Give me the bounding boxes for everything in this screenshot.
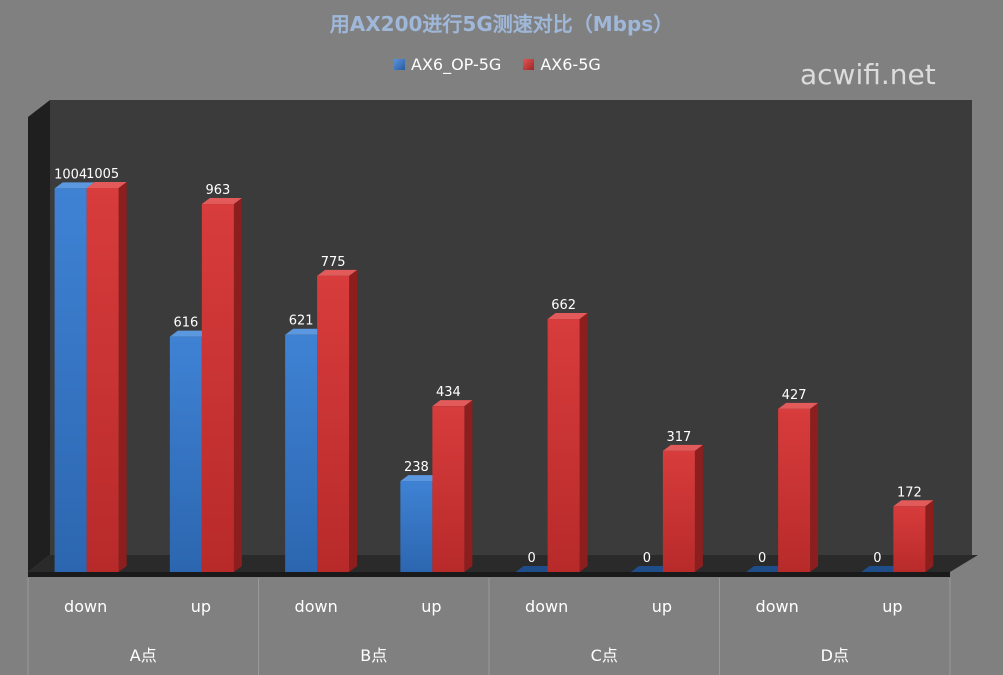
data-label-ax6-op-5g-4: 0 xyxy=(527,551,535,566)
data-label-ax6-5g-3: 434 xyxy=(436,385,461,400)
data-label-ax6-op-5g-7: 0 xyxy=(873,551,881,566)
legend-label-series-2: AX6-5G xyxy=(540,54,601,74)
x-tick-label-6: down xyxy=(756,597,799,616)
x-tick-label-3: up xyxy=(421,597,441,616)
legend-item-series-1: AX6_OP-5G xyxy=(394,55,501,74)
data-label-ax6-op-5g-1: 616 xyxy=(173,316,198,331)
data-label-ax6-5g-0: 1005 xyxy=(86,167,119,182)
watermark: acwifi.net xyxy=(800,58,936,91)
chart-title: 用AX200进行5G测速对比（Mbps） xyxy=(329,12,674,36)
bar-ax6-op-5g-5 xyxy=(630,566,671,572)
data-label-ax6-5g-4: 662 xyxy=(551,298,576,313)
bar-ax6-5g-7 xyxy=(893,500,934,572)
data-label-ax6-5g-7: 172 xyxy=(897,485,922,500)
plot-back-wall xyxy=(50,100,972,555)
bar-ax6-op-5g-6 xyxy=(746,566,787,572)
x-tick-label-4: down xyxy=(525,597,568,616)
bar-ax6-5g-0 xyxy=(86,182,127,572)
bar-ax6-5g-5 xyxy=(662,444,703,572)
data-label-ax6-op-5g-3: 238 xyxy=(404,460,429,475)
legend-swatch-series-1 xyxy=(394,58,405,70)
bar-ax6-5g-6 xyxy=(778,402,819,572)
x-group-label-3: D点 xyxy=(821,646,849,665)
bar-ax6-op-5g-7 xyxy=(861,566,902,572)
bar-ax6-5g-2 xyxy=(317,269,358,572)
x-tick-label-5: up xyxy=(652,597,672,616)
legend-item-series-2: AX6-5G xyxy=(523,54,601,74)
legend-label-series-1: AX6_OP-5G xyxy=(411,54,502,74)
bar-ax6-5g-1 xyxy=(201,198,242,572)
data-label-ax6-5g-1: 963 xyxy=(205,183,230,198)
bar-ax6-5g-4 xyxy=(547,313,588,572)
x-group-label-0: A点 xyxy=(130,646,157,665)
bar-ax6-5g-3 xyxy=(432,400,473,572)
x-group-label-1: B点 xyxy=(360,646,387,665)
plot-side-wall xyxy=(28,100,50,572)
legend: AX6_OP-5G AX6-5G xyxy=(394,53,601,75)
legend-swatch-series-2 xyxy=(523,58,535,70)
data-label-ax6-5g-6: 427 xyxy=(782,388,807,403)
plot-floor xyxy=(28,555,978,572)
x-tick-label-0: down xyxy=(64,597,107,616)
x-tick-label-1: up xyxy=(191,597,211,616)
data-label-ax6-op-5g-5: 0 xyxy=(643,551,651,566)
x-tick-label-2: down xyxy=(295,597,338,616)
data-label-ax6-op-5g-2: 621 xyxy=(289,314,314,329)
data-label-ax6-5g-2: 775 xyxy=(321,255,346,270)
data-label-ax6-op-5g-0: 1004 xyxy=(54,167,87,182)
x-group-label-2: C点 xyxy=(591,646,618,665)
data-label-ax6-5g-5: 317 xyxy=(666,430,691,445)
data-label-ax6-op-5g-6: 0 xyxy=(758,551,766,566)
bar-ax6-op-5g-4 xyxy=(515,566,556,572)
plot-floor-edge xyxy=(28,572,950,577)
x-tick-label-7: up xyxy=(882,597,902,616)
